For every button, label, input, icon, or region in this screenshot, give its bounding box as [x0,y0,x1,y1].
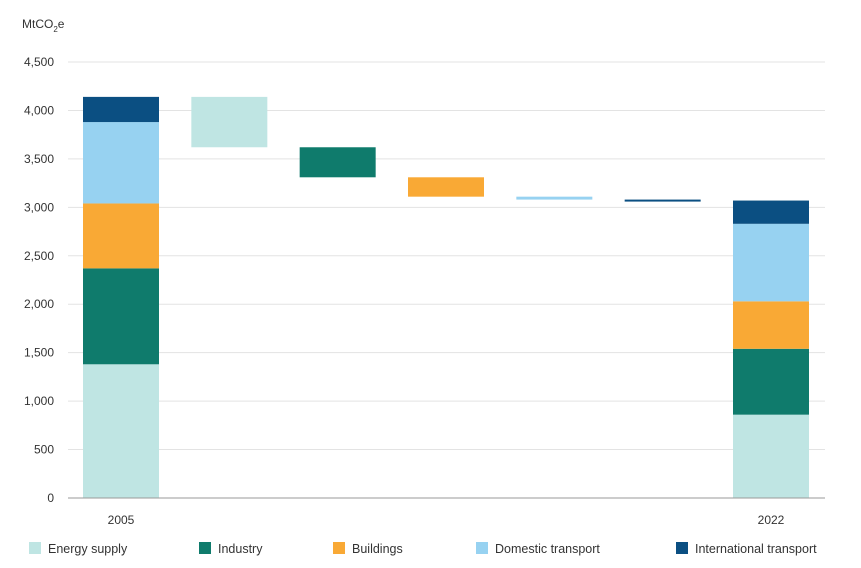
y-tick-label: 3,500 [24,152,54,166]
stacked-total-bar [733,200,809,498]
bar-segment [83,96,159,123]
y-axis-ticks: 0 500 1,000 1,500 2,000 2,500 3,000 3,500 4,000 4… [24,55,54,505]
y-tick-label: 2,500 [24,249,54,263]
y-tick-label: 1,500 [24,346,54,360]
bar-segment [733,414,809,498]
legend-label: Buildings [352,542,403,556]
stacked-total-bar [83,96,159,498]
legend-label: Industry [218,542,263,556]
x-axis-labels: 2005 2022 [108,513,785,527]
y-tick-label: 3,000 [24,200,54,214]
y-tick-label: 1,000 [24,394,54,408]
legend-item: Domestic transport [476,542,600,556]
legend-swatch [333,542,345,554]
waterfall-change-bar [191,96,268,148]
bar-segment [733,301,809,349]
bar-segment [733,348,809,415]
y-tick-label: 4,500 [24,55,54,69]
gridlines [68,61,825,451]
bar-segment [83,364,159,498]
legend-item: Industry [199,542,263,556]
legend-item: International transport [676,542,817,556]
bar-segment [733,223,809,302]
bar-segment [83,268,159,365]
bar-segment [83,122,159,204]
y-tick-label: 0 [47,491,54,505]
legend-item: Energy supply [29,542,128,556]
legend: Energy supply Industry Buildings Domestic t… [29,542,817,556]
legend-label: Domestic transport [495,542,600,556]
bar-segment [83,203,159,269]
y-tick-label: 500 [34,443,54,457]
x-tick-label: 2022 [758,513,785,527]
y-axis-unit-label: MtCO2e [22,17,65,34]
legend-label: International transport [695,542,817,556]
x-tick-label: 2005 [108,513,135,527]
y-tick-label: 2,000 [24,297,54,311]
y-tick-label: 4,000 [24,103,54,117]
bars [83,96,809,498]
legend-label: Energy supply [48,542,128,556]
legend-swatch [29,542,41,554]
legend-swatch [199,542,211,554]
bar-segment [733,200,809,224]
legend-swatch [476,542,488,554]
waterfall-change-bar [299,147,376,178]
legend-item: Buildings [333,542,403,556]
waterfall-change-bar [624,199,701,202]
legend-swatch [676,542,688,554]
waterfall-change-bar [408,177,484,197]
waterfall-change-bar [516,196,593,200]
